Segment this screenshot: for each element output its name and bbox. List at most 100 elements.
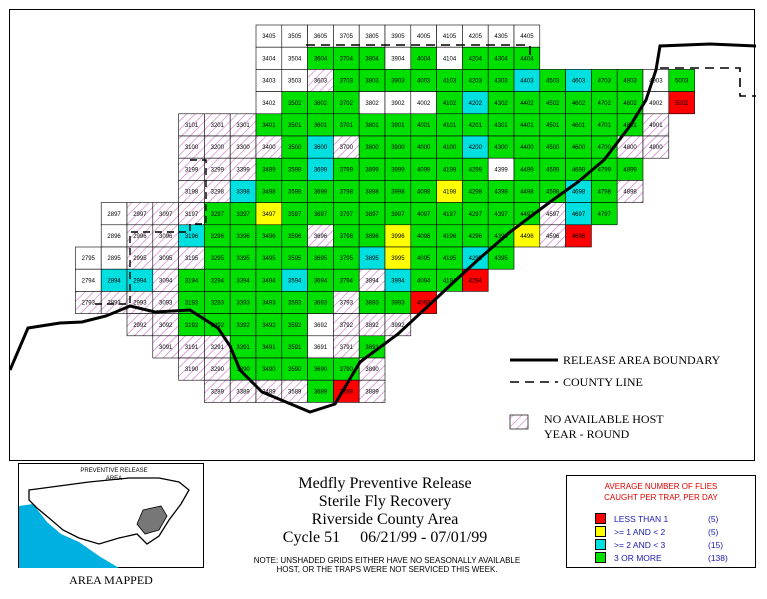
grid-cell-label: 4202 (469, 101, 483, 107)
grid-cell-label: 3589 (288, 389, 302, 395)
grid-cell (565, 224, 592, 248)
county-line-east (660, 67, 756, 97)
grid-cell-label: 4802 (623, 101, 637, 107)
grid-cell-label: 3300 (236, 145, 250, 151)
grid-cell-label: 4396 (494, 234, 508, 240)
grid-cell-label: 3404 (262, 56, 276, 62)
grid-cell-label: 3789 (340, 389, 354, 395)
grid-cell-label: 3295 (211, 256, 225, 262)
grid-cell-label: 3497 (262, 212, 276, 218)
grid-cell-label: 3594 (288, 278, 302, 284)
grid-cell-label: 3899 (365, 167, 379, 173)
grid-cell-label: 4003 (417, 79, 431, 85)
grid-cell-label: 3600 (314, 145, 328, 151)
grid-cell-label: 2794 (82, 278, 96, 284)
grid-cell-label: 3504 (288, 56, 302, 62)
grid-cell-label: 4095 (417, 256, 431, 262)
grid-cell-label: 3904 (391, 56, 405, 62)
grid-cell-label: 4703 (598, 79, 612, 85)
legend-no-host-label-2: YEAR - ROUND (544, 427, 630, 441)
grid-cell-label: 3289 (211, 389, 225, 395)
grid-cell-label: 2994 (133, 278, 147, 284)
grid-cell-label: 3291 (211, 345, 225, 351)
grid-cell-label: 5003 (675, 79, 689, 85)
rate-count: (15) (708, 539, 724, 550)
grid-cell-label: 3492 (262, 323, 276, 329)
legend-no-host-label-1: NO AVAILABLE HOST (544, 412, 664, 426)
grid-cell-label: 4197 (443, 212, 457, 218)
county-line (306, 44, 531, 56)
grid-cell-label: 3400 (262, 145, 276, 151)
grid-cell-label: 3798 (340, 190, 354, 196)
grid-cell-label: 4398 (494, 190, 508, 196)
grid-cell-label: 3494 (262, 278, 276, 284)
grid-cell-label: 3396 (236, 234, 250, 240)
grid-cell-label: 4097 (417, 212, 431, 218)
grid-cell-label: 3693 (314, 301, 328, 307)
grid-cell-label: 3395 (236, 256, 250, 262)
grid-cell-label: 4502 (546, 101, 560, 107)
grid-cell-label: 4104 (443, 56, 457, 62)
grid-cell-label: 3893 (365, 301, 379, 307)
grid-cell-label: 4304 (494, 56, 508, 62)
grid-cell-label: 2896 (107, 234, 121, 240)
grid-cell-label: 3505 (288, 34, 302, 40)
title-line-1: Medfly Preventive Release (298, 475, 472, 492)
grid-cell-label: 3905 (391, 34, 405, 40)
title-line-3: Riverside County Area (311, 511, 459, 528)
grid-cell-label: 3392 (236, 323, 250, 329)
grid-cell-label: 4103 (443, 79, 457, 85)
grid-cell-label: 4696 (572, 234, 586, 240)
grid-cell-label: 3592 (288, 323, 302, 329)
grid-cell-label: 3390 (236, 367, 250, 373)
grid-cell-label: 4205 (469, 34, 483, 40)
grid-cell-label: 4004 (417, 56, 431, 62)
grid-cell-label: 3493 (262, 301, 276, 307)
grid-cell-label: 3197 (185, 212, 199, 218)
grid-cell-label: 2793 (82, 301, 96, 307)
grid-cell-label: 3398 (236, 190, 250, 196)
grid-cell-label: 3803 (365, 79, 379, 85)
grid-cell-label: 3801 (365, 123, 379, 129)
map-frame: 3405 3505 3605 3705 3805 3905 4005 4105 4205 4305… (9, 9, 756, 461)
grid-cell-label: 3892 (365, 323, 379, 329)
grid-cell-label: 3101 (185, 123, 199, 129)
grid-cell-label: 3692 (314, 323, 328, 329)
grid-cell-label: 3200 (211, 145, 225, 151)
grid-cell-label: 3190 (185, 367, 199, 373)
grid-cell (616, 180, 644, 203)
grid-cell-label: 3590 (288, 367, 302, 373)
grid-cell-label: 3598 (288, 190, 302, 196)
grid-cell-label: 3805 (365, 34, 379, 40)
grid-cell-label: 2992 (133, 323, 147, 329)
rate-count: (138) (708, 552, 728, 563)
grid-cell-label: 3092 (159, 323, 173, 329)
grid-cell (487, 246, 515, 270)
grid-cell-label: 3902 (391, 101, 405, 107)
note: NOTE: UNSHADED GRIDS EITHER HAVE NO SEAS… (214, 556, 560, 574)
grid-cell-label: 4098 (417, 190, 431, 196)
grid-cell-label: 3694 (314, 278, 328, 284)
grid-cell-label: 3195 (185, 256, 199, 262)
grid-cell-label: 4599 (546, 167, 560, 173)
grid-cell-label: 3790 (340, 367, 354, 373)
title-cycle: Cycle 51 06/21/99 - 07/01/99 (282, 529, 488, 546)
grid-cell-label: 3091 (159, 345, 173, 351)
grid-cell-label: 2893 (107, 301, 121, 307)
grid-cell-label: 3996 (391, 234, 405, 240)
grid-cell-label: 3597 (288, 212, 302, 218)
grid-cell-label: 3889 (365, 389, 379, 395)
grid-cell-label: 4702 (598, 101, 612, 107)
grid-cell-label: 4196 (443, 234, 457, 240)
grid-cell-label: 4001 (417, 123, 431, 129)
grid-cell-label: 3298 (211, 190, 225, 196)
grid-cell-label: 4798 (598, 190, 612, 196)
rate-row-1to2: >= 1 AND < 2 (5) (595, 526, 718, 538)
grid-cell-label: 4405 (520, 34, 534, 40)
grid-cell-label: 2894 (107, 278, 121, 284)
release-area-boundary (10, 42, 756, 414)
grid-cell-label: 3695 (314, 256, 328, 262)
inset-map: PREVENTIVE RELEASE AREA (18, 463, 204, 568)
grid-cell-label: 3802 (365, 101, 379, 107)
grid-cell-label: 4296 (469, 234, 483, 240)
